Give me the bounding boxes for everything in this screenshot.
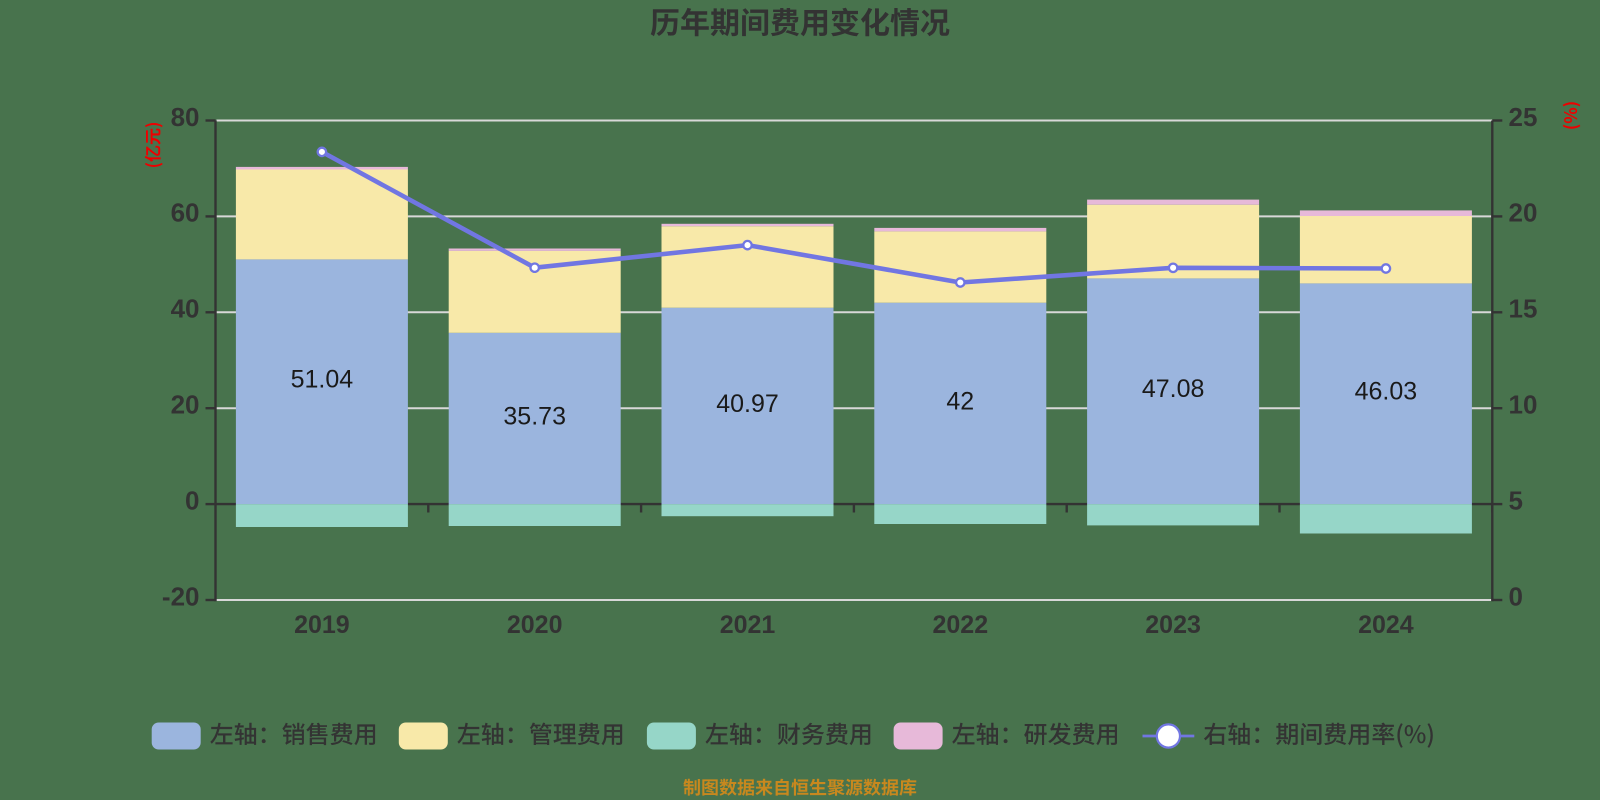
svg-text:0: 0 [185, 485, 199, 515]
svg-text:20: 20 [1509, 198, 1538, 228]
svg-text:42: 42 [946, 387, 974, 415]
svg-text:2021: 2021 [720, 611, 776, 639]
svg-text:46.03: 46.03 [1355, 378, 1418, 406]
svg-text:35.73: 35.73 [503, 402, 566, 430]
svg-text:40: 40 [171, 294, 200, 324]
svg-text:2024: 2024 [1358, 611, 1414, 639]
svg-text:25: 25 [1509, 102, 1538, 132]
svg-text:60: 60 [171, 198, 200, 228]
svg-text:40.97: 40.97 [716, 390, 779, 418]
svg-text:20: 20 [171, 390, 200, 420]
svg-text:5: 5 [1509, 485, 1523, 515]
svg-text:2023: 2023 [1145, 611, 1201, 639]
svg-text:2019: 2019 [294, 611, 350, 639]
svg-text:80: 80 [171, 102, 200, 132]
svg-text:2020: 2020 [507, 611, 563, 639]
svg-text:0: 0 [1509, 581, 1523, 611]
svg-text:2022: 2022 [932, 611, 988, 639]
svg-text:-20: -20 [162, 581, 200, 611]
svg-text:15: 15 [1509, 294, 1538, 324]
svg-text:47.08: 47.08 [1142, 375, 1205, 403]
svg-text:10: 10 [1509, 390, 1538, 420]
svg-text:51.04: 51.04 [291, 366, 354, 394]
